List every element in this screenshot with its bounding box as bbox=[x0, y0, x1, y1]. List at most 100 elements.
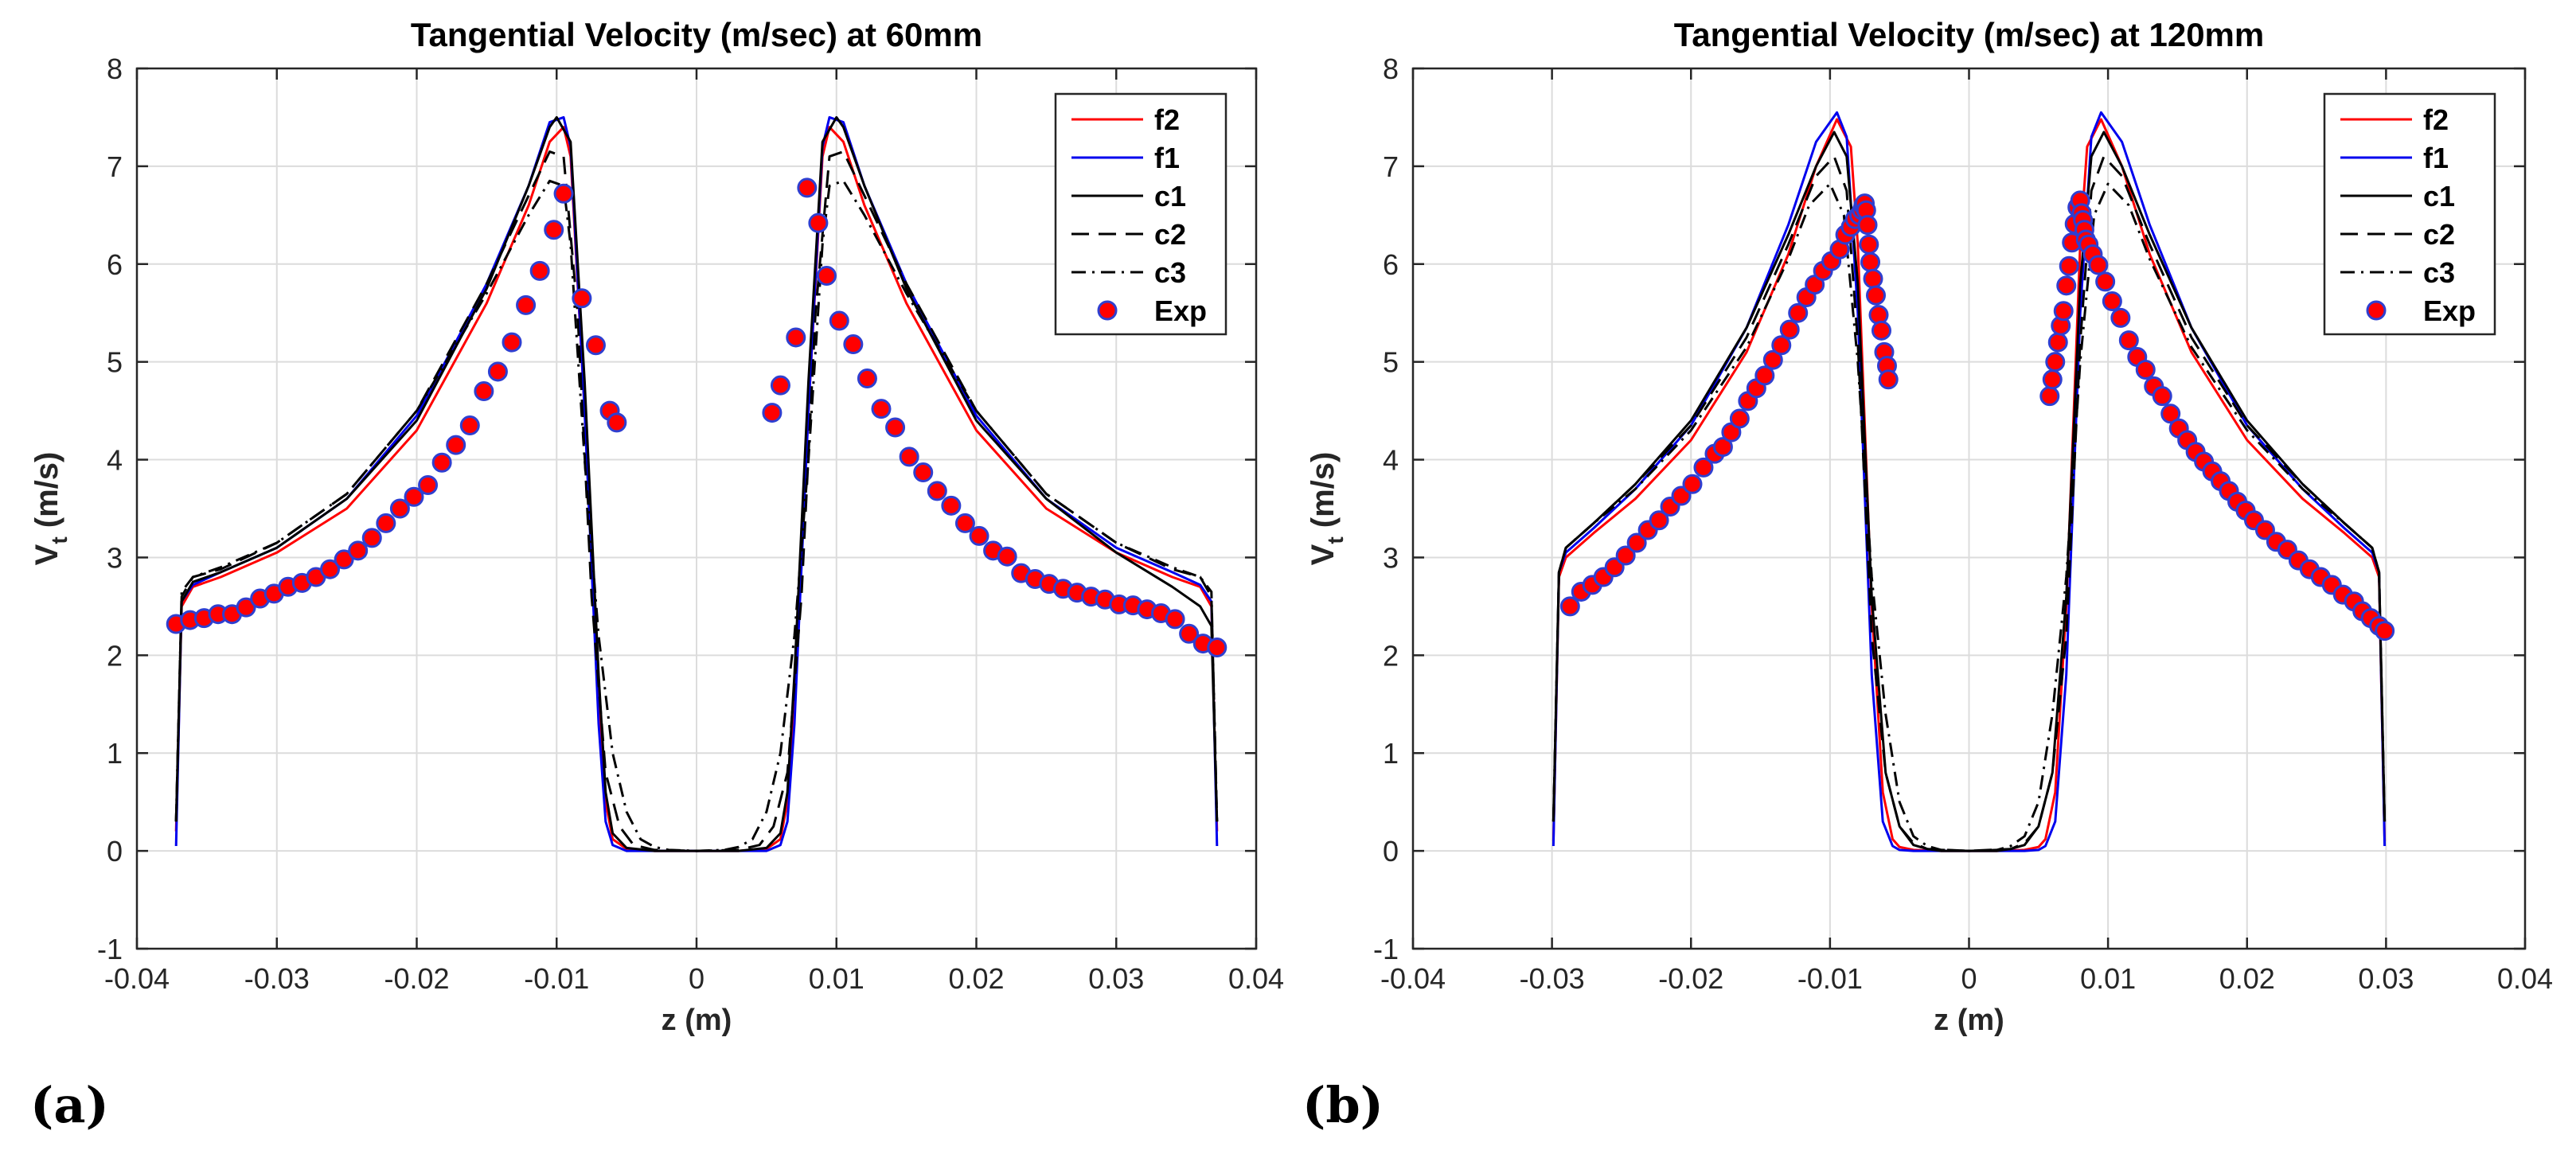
panel-label-a: (a) bbox=[30, 1076, 109, 1134]
y-tick-label: 3 bbox=[107, 541, 123, 574]
x-tick-label: 0.02 bbox=[948, 962, 1004, 995]
legend-label-c1: c1 bbox=[2423, 180, 2455, 213]
exp-point bbox=[1863, 268, 1883, 289]
exp-point bbox=[1788, 302, 1809, 323]
x-tick-label: 0.03 bbox=[2358, 962, 2414, 995]
y-tick-label: 0 bbox=[107, 835, 123, 868]
x-tick-label: 0 bbox=[1961, 962, 1977, 995]
plot-area bbox=[166, 115, 1228, 852]
y-tick-label: 8 bbox=[107, 53, 123, 85]
exp-point bbox=[2110, 307, 2131, 328]
y-axis-label-subscript: t bbox=[1323, 536, 1348, 544]
exp-point bbox=[1771, 335, 1792, 356]
exp-point bbox=[376, 513, 396, 533]
exp-point bbox=[1871, 320, 1891, 341]
exp-point bbox=[2039, 386, 2060, 407]
series-line-c3 bbox=[174, 179, 1219, 852]
exp-point bbox=[502, 332, 522, 353]
exp-point bbox=[1165, 609, 1185, 630]
exp-point bbox=[797, 177, 818, 198]
chart-title: Tangential Velocity (m/sec) at 60mm bbox=[411, 16, 982, 53]
legend-label-c2: c2 bbox=[2423, 218, 2455, 251]
legend-label-f2: f2 bbox=[2423, 103, 2449, 136]
exp-point bbox=[913, 462, 934, 483]
y-tick-label: 5 bbox=[1383, 346, 1399, 379]
exp-point bbox=[816, 266, 837, 287]
exp-point bbox=[431, 452, 452, 473]
y-axis-label-main: V bbox=[1306, 544, 1341, 565]
y-tick-label: 4 bbox=[107, 444, 123, 477]
exp-point bbox=[1671, 485, 1692, 506]
exp-point bbox=[2375, 621, 2395, 641]
exp-point bbox=[2102, 290, 2122, 311]
series-line-c3 bbox=[1551, 182, 2387, 852]
x-tick-label: -0.01 bbox=[1797, 962, 1863, 995]
plot-area bbox=[1551, 111, 2395, 852]
exp-point bbox=[2056, 275, 2077, 296]
exp-point bbox=[1859, 234, 1879, 255]
y-tick-label: 1 bbox=[1383, 737, 1399, 770]
y-axis-label-subscript: t bbox=[47, 536, 72, 544]
exp-point bbox=[2152, 386, 2172, 407]
x-tick-label: 0.04 bbox=[1228, 962, 1284, 995]
y-axis-label: Vt (m/s) bbox=[29, 452, 72, 566]
exp-point bbox=[2135, 359, 2156, 380]
chart-title: Tangential Velocity (m/sec) at 120mm bbox=[1674, 16, 2265, 53]
legend-label-f1: f1 bbox=[2423, 142, 2449, 174]
exp-point bbox=[585, 335, 606, 356]
y-axis-label-units: (m/s) bbox=[29, 452, 64, 537]
x-tick-label: 0.02 bbox=[2219, 962, 2275, 995]
legend-swatch-exp bbox=[1097, 300, 1118, 321]
exp-point bbox=[2059, 255, 2079, 276]
y-tick-label: 1 bbox=[107, 737, 123, 770]
y-tick-label: 3 bbox=[1383, 541, 1399, 574]
exp-point bbox=[1626, 532, 1647, 553]
exp-point bbox=[871, 399, 892, 419]
y-tick-label: 2 bbox=[1383, 639, 1399, 672]
exp-point bbox=[553, 183, 574, 204]
exp-point bbox=[607, 412, 627, 433]
x-tick-label: -0.02 bbox=[1658, 962, 1723, 995]
legend-box bbox=[1054, 92, 1228, 336]
exp-point bbox=[334, 549, 354, 570]
exp-point bbox=[2047, 332, 2068, 353]
x-tick-label: -0.04 bbox=[1380, 962, 1446, 995]
exp-point bbox=[320, 559, 341, 579]
exp-point bbox=[2042, 369, 2063, 390]
legend-label-exp: Exp bbox=[1154, 294, 1207, 327]
exp-point bbox=[1207, 638, 1228, 658]
exp-point bbox=[1860, 252, 1881, 272]
y-tick-label: 5 bbox=[107, 346, 123, 379]
x-tick-label: 0.04 bbox=[2497, 962, 2553, 995]
legend-swatch-exp bbox=[2366, 300, 2387, 321]
exp-point bbox=[529, 260, 550, 281]
exp-point bbox=[348, 540, 369, 561]
exp-point bbox=[1604, 557, 1625, 578]
legend-label-f2: f2 bbox=[1154, 103, 1180, 136]
x-tick-label: 0.01 bbox=[2080, 962, 2136, 995]
exp-point bbox=[997, 546, 1017, 567]
x-axis-label: z (m) bbox=[662, 1004, 732, 1037]
exp-point bbox=[885, 417, 906, 438]
exp-point bbox=[404, 486, 424, 507]
legend-label-f1: f1 bbox=[1154, 142, 1180, 174]
exp-point bbox=[1649, 510, 1669, 531]
chart-panel-a: -0.04 -0.03 -0.02 -0.01 0 0.01 0.02 0.03 0.04 -1 0… bbox=[29, 16, 1284, 1037]
y-tick-label: 2 bbox=[107, 639, 123, 672]
y-tick-label: 7 bbox=[1383, 150, 1399, 183]
exp-point bbox=[954, 513, 975, 533]
exp-point bbox=[857, 368, 877, 389]
exp-point bbox=[1878, 369, 1899, 390]
exp-point bbox=[516, 294, 537, 315]
exp-point bbox=[1712, 437, 1733, 458]
x-tick-label: 0.03 bbox=[1088, 962, 1144, 995]
legend-label-c3: c3 bbox=[1154, 256, 1186, 289]
exp-point bbox=[770, 375, 790, 396]
y-tick-label: 8 bbox=[1383, 53, 1399, 85]
exp-point bbox=[899, 446, 919, 467]
exp-point bbox=[1779, 319, 1800, 340]
exp-point bbox=[1857, 215, 1878, 236]
series-line-c2 bbox=[1551, 155, 2387, 852]
chart-panel-b: -0.04 -0.03 -0.02 -0.01 0 0.01 0.02 0.03 0.04 -1 0… bbox=[1306, 16, 2553, 1037]
